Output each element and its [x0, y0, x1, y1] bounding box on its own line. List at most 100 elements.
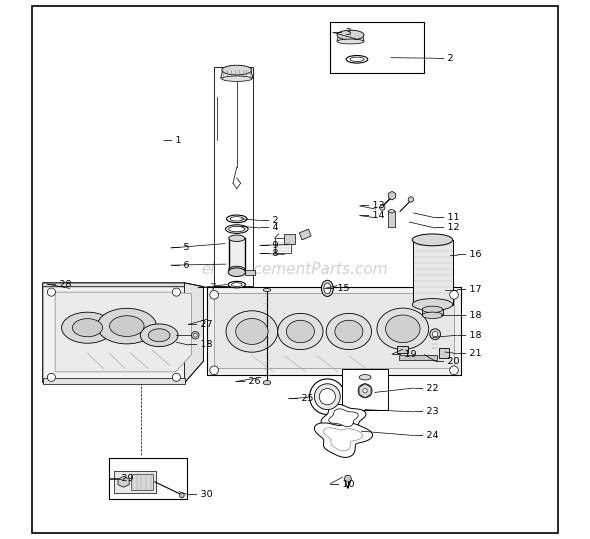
Ellipse shape	[263, 288, 271, 292]
Ellipse shape	[337, 39, 364, 44]
Ellipse shape	[229, 226, 245, 232]
Polygon shape	[118, 476, 129, 487]
Text: — 10: — 10	[330, 480, 355, 488]
Ellipse shape	[450, 291, 458, 299]
Text: — 22: — 22	[414, 384, 438, 392]
Bar	[42, 378, 185, 384]
Ellipse shape	[47, 374, 55, 382]
Ellipse shape	[210, 366, 218, 375]
Text: — 7: — 7	[198, 284, 217, 292]
Ellipse shape	[192, 331, 199, 339]
Bar	[109, 458, 187, 499]
Text: — 1: — 1	[163, 136, 182, 144]
Polygon shape	[337, 35, 364, 41]
Text: — 2: — 2	[435, 54, 454, 63]
Text: — 18: — 18	[188, 341, 213, 349]
Text: — 27: — 27	[188, 320, 213, 329]
Ellipse shape	[172, 374, 181, 382]
Ellipse shape	[350, 57, 364, 61]
Text: — 26: — 26	[236, 377, 260, 386]
Ellipse shape	[389, 193, 395, 198]
Ellipse shape	[210, 291, 218, 299]
Text: — 6: — 6	[171, 261, 189, 270]
Ellipse shape	[149, 329, 170, 342]
Polygon shape	[388, 191, 396, 200]
Bar	[274, 238, 291, 253]
Text: — 24: — 24	[414, 431, 438, 440]
Ellipse shape	[227, 215, 247, 223]
Ellipse shape	[278, 313, 323, 350]
Ellipse shape	[236, 319, 268, 344]
Text: — 18: — 18	[457, 331, 481, 340]
Polygon shape	[185, 283, 204, 383]
Bar	[399, 355, 437, 360]
Text: — 14: — 14	[360, 211, 384, 220]
Ellipse shape	[422, 306, 442, 313]
Ellipse shape	[324, 283, 331, 294]
Ellipse shape	[194, 333, 197, 337]
Text: — 30: — 30	[188, 490, 213, 499]
Ellipse shape	[346, 56, 368, 63]
Ellipse shape	[388, 210, 395, 213]
Ellipse shape	[377, 308, 429, 349]
Ellipse shape	[430, 329, 441, 340]
Text: — 15: — 15	[324, 284, 349, 293]
Ellipse shape	[337, 30, 364, 40]
Polygon shape	[55, 292, 192, 372]
Text: — 25: — 25	[289, 395, 313, 403]
Ellipse shape	[363, 389, 367, 393]
Text: — 19: — 19	[392, 350, 417, 358]
Ellipse shape	[379, 205, 385, 210]
Ellipse shape	[228, 268, 245, 277]
Ellipse shape	[226, 311, 278, 352]
Bar	[440, 348, 449, 358]
Text: — 4: — 4	[260, 224, 278, 232]
Bar	[229, 238, 245, 270]
Ellipse shape	[229, 235, 245, 241]
Text: — 5: — 5	[171, 244, 189, 252]
Ellipse shape	[359, 375, 371, 380]
Polygon shape	[344, 475, 352, 482]
Text: — 28: — 28	[47, 280, 71, 288]
Ellipse shape	[73, 319, 103, 337]
Ellipse shape	[322, 280, 333, 296]
Text: — 18: — 18	[457, 311, 481, 320]
Text: — 29: — 29	[109, 474, 133, 483]
Bar	[214, 67, 253, 286]
Polygon shape	[206, 287, 461, 292]
Text: — 8: — 8	[260, 249, 278, 258]
Polygon shape	[42, 283, 204, 383]
Polygon shape	[321, 404, 366, 431]
Text: — 21: — 21	[457, 349, 481, 358]
Ellipse shape	[61, 312, 113, 343]
Text: — 20: — 20	[435, 357, 460, 365]
Bar	[131, 474, 153, 490]
Ellipse shape	[422, 312, 442, 319]
Ellipse shape	[335, 320, 363, 343]
Polygon shape	[299, 229, 311, 240]
Text: — 13: — 13	[360, 202, 384, 210]
Polygon shape	[314, 423, 372, 458]
Text: eReplacementParts.com: eReplacementParts.com	[202, 262, 388, 277]
Ellipse shape	[326, 313, 372, 350]
Ellipse shape	[408, 197, 414, 202]
Bar	[245, 270, 254, 275]
Text: — 11: — 11	[435, 213, 460, 222]
Text: — 2: — 2	[260, 216, 278, 225]
Ellipse shape	[412, 299, 453, 310]
Ellipse shape	[229, 266, 245, 273]
Text: — 23: — 23	[414, 407, 438, 416]
Ellipse shape	[179, 493, 184, 498]
Ellipse shape	[358, 384, 372, 398]
Text: — 12: — 12	[435, 224, 460, 232]
Bar	[330, 22, 424, 73]
Polygon shape	[359, 384, 371, 398]
Bar	[114, 471, 156, 493]
Ellipse shape	[385, 315, 420, 343]
Ellipse shape	[222, 65, 252, 75]
Ellipse shape	[231, 282, 242, 287]
Bar	[398, 346, 408, 353]
Text: — 16: — 16	[457, 251, 481, 259]
Bar	[284, 234, 295, 244]
Polygon shape	[42, 283, 204, 287]
